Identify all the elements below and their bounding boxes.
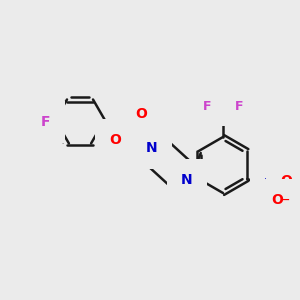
Text: +: + xyxy=(272,172,280,182)
Text: O: O xyxy=(271,193,283,207)
Text: F: F xyxy=(41,115,51,129)
Text: F: F xyxy=(219,92,227,106)
Text: N: N xyxy=(181,173,193,187)
Text: N: N xyxy=(146,141,158,155)
Text: −: − xyxy=(280,195,290,205)
Text: S: S xyxy=(122,119,134,134)
Text: F: F xyxy=(235,100,243,113)
Text: O: O xyxy=(280,174,292,188)
Text: O: O xyxy=(135,107,147,121)
Text: N: N xyxy=(263,177,275,191)
Text: O: O xyxy=(109,133,121,147)
Text: F: F xyxy=(203,100,211,113)
